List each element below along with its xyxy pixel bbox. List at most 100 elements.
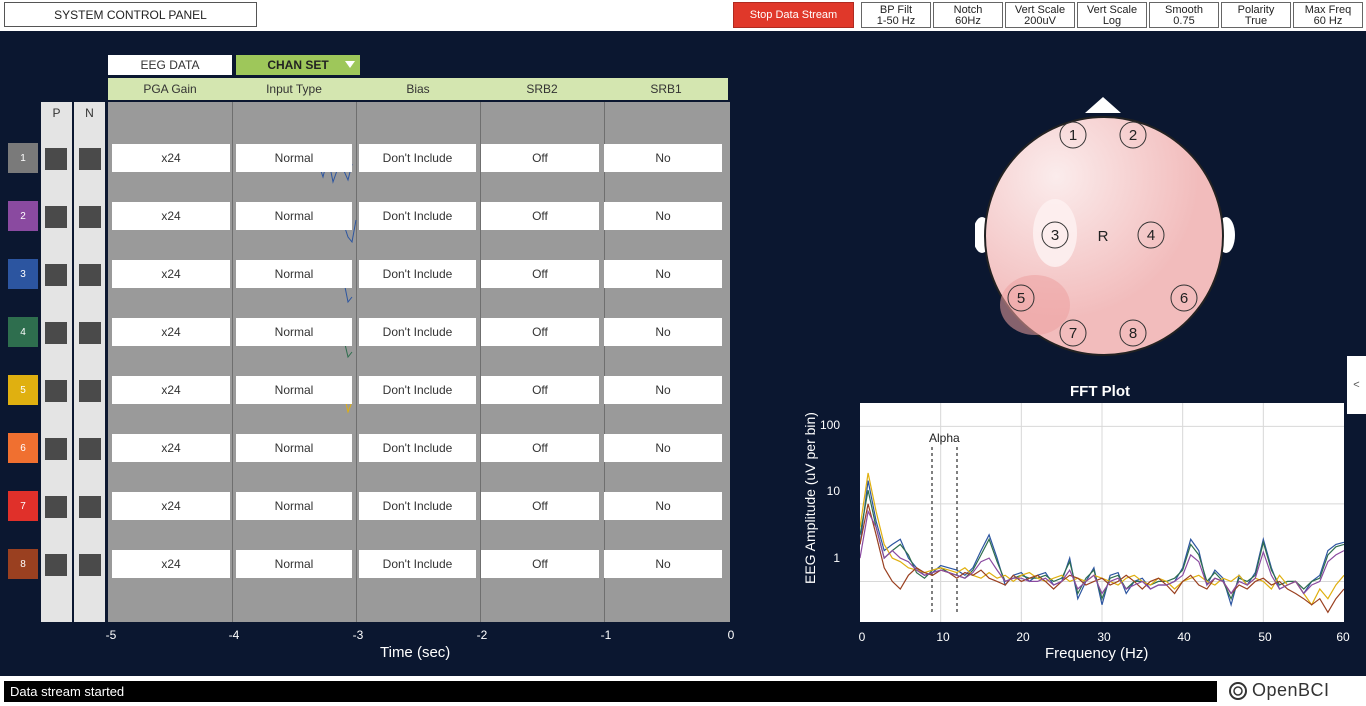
n-toggle[interactable] — [79, 438, 101, 460]
pga-gain-field[interactable]: x24 — [112, 434, 230, 462]
bp-filter-button[interactable]: BP Filt 1-50 Hz — [861, 2, 931, 28]
input-type-field[interactable]: Normal — [236, 434, 352, 462]
srb2-field[interactable]: Off — [481, 492, 599, 520]
electrode-label: 8 — [1129, 325, 1137, 342]
srb1-field[interactable]: No — [604, 318, 722, 346]
pga-gain-field[interactable]: x24 — [112, 144, 230, 172]
p-toggle[interactable] — [45, 206, 67, 228]
pga-gain-field[interactable]: x24 — [112, 318, 230, 346]
system-control-panel-button[interactable]: SYSTEM CONTROL PANEL — [4, 2, 257, 27]
bias-field[interactable]: Don't Include — [359, 144, 476, 172]
channel-number-button[interactable]: 7 — [8, 491, 38, 521]
channel-number-button[interactable]: 6 — [8, 433, 38, 463]
max-freq-button[interactable]: Max Freq 60 Hz — [1293, 2, 1363, 28]
n-toggle[interactable] — [79, 264, 101, 286]
n-toggle[interactable] — [79, 148, 101, 170]
srb1-field[interactable]: No — [604, 144, 722, 172]
n-toggle[interactable] — [79, 206, 101, 228]
heat-region — [1033, 199, 1077, 267]
input-type-field[interactable]: Normal — [236, 492, 352, 520]
srb1-field[interactable]: No — [604, 260, 722, 288]
electrode-label: 2 — [1129, 127, 1137, 144]
time-tick: -4 — [228, 628, 240, 642]
channel-number-button[interactable]: 5 — [8, 375, 38, 405]
input-type-field[interactable]: Normal — [236, 144, 352, 172]
bias-field[interactable]: Don't Include — [359, 550, 476, 578]
srb1-field[interactable]: No — [604, 550, 722, 578]
fft-series-line-1 — [859, 480, 1345, 607]
srb2-field[interactable]: Off — [481, 550, 599, 578]
max-freq-title: Max Freq — [1304, 4, 1352, 16]
p-toggle[interactable] — [45, 438, 67, 460]
pga-gain-field[interactable]: x24 — [112, 202, 230, 230]
srb1-field[interactable]: No — [604, 202, 722, 230]
polarity-button[interactable]: Polarity True — [1221, 2, 1291, 28]
vert-scale-button[interactable]: Vert Scale 200uV — [1005, 2, 1075, 28]
n-toggle[interactable] — [79, 322, 101, 344]
srb2-field[interactable]: Off — [481, 260, 599, 288]
stop-data-stream-button[interactable]: Stop Data Stream — [733, 2, 854, 28]
pga-gain-field[interactable]: x24 — [112, 492, 230, 520]
bias-field[interactable]: Don't Include — [359, 492, 476, 520]
bias-field[interactable]: Don't Include — [359, 202, 476, 230]
input-type-field[interactable]: Normal — [236, 260, 352, 288]
vert-scale-log-button[interactable]: Vert Scale Log — [1077, 2, 1147, 28]
tab-eeg-data[interactable]: EEG DATA — [108, 55, 232, 75]
time-tick: 0 — [727, 628, 735, 642]
collapse-panel-tab[interactable]: < — [1347, 356, 1366, 414]
smooth-button[interactable]: Smooth 0.75 — [1149, 2, 1219, 28]
srb2-field[interactable]: Off — [481, 318, 599, 346]
input-type-field[interactable]: Normal — [236, 202, 352, 230]
channel-number-button[interactable]: 8 — [8, 549, 38, 579]
channel-number-button[interactable]: 2 — [8, 201, 38, 231]
chevron-down-icon[interactable] — [345, 61, 355, 68]
eeg-traces — [317, 156, 357, 414]
input-type-field[interactable]: Normal — [236, 318, 352, 346]
bias-field[interactable]: Don't Include — [359, 260, 476, 288]
smooth-value: 0.75 — [1173, 15, 1195, 27]
input-type-field[interactable]: Normal — [236, 550, 352, 578]
heat-region — [1000, 275, 1070, 335]
p-toggle[interactable] — [45, 264, 67, 286]
p-toggle[interactable] — [45, 496, 67, 518]
n-toggle[interactable] — [79, 496, 101, 518]
srb1-field[interactable]: No — [604, 434, 722, 462]
pga-gain-field[interactable]: x24 — [112, 550, 230, 578]
reference-label: R — [1098, 228, 1109, 245]
channel-number-button[interactable]: 4 — [8, 317, 38, 347]
pga-gain-field[interactable]: x24 — [112, 376, 230, 404]
vert-scale-log-value: Log — [1102, 15, 1122, 27]
header-srb2: SRB2 — [526, 82, 558, 96]
bias-field[interactable]: Don't Include — [359, 318, 476, 346]
p-toggle[interactable] — [45, 380, 67, 402]
pga-gain-field[interactable]: x24 — [112, 260, 230, 288]
srb2-field[interactable]: Off — [481, 202, 599, 230]
time-tick: -5 — [105, 628, 117, 642]
srb2-field[interactable]: Off — [481, 434, 599, 462]
srb1-field[interactable]: No — [604, 492, 722, 520]
electrode-7 — [1059, 319, 1087, 347]
bias-field[interactable]: Don't Include — [359, 376, 476, 404]
srb2-field[interactable]: Off — [481, 144, 599, 172]
time-tick: -2 — [476, 628, 488, 642]
notch-button[interactable]: Notch 60Hz — [933, 2, 1003, 28]
p-toggle[interactable] — [45, 554, 67, 576]
header-bias: Bias — [406, 82, 430, 96]
srb2-field[interactable]: Off — [481, 376, 599, 404]
time-axis-label: Time (sec) — [380, 644, 451, 661]
tab-chan-set[interactable]: CHAN SET — [236, 55, 360, 75]
openbci-logo-icon — [1229, 681, 1247, 700]
channel-number-button[interactable]: 1 — [8, 143, 38, 173]
srb1-field[interactable]: No — [604, 376, 722, 404]
bias-field[interactable]: Don't Include — [359, 434, 476, 462]
n-toggle[interactable] — [79, 380, 101, 402]
fft-x-tick: 0 — [858, 630, 866, 644]
fft-y-tick: 10 — [826, 484, 840, 498]
input-type-field[interactable]: Normal — [236, 376, 352, 404]
n-toggle[interactable] — [79, 554, 101, 576]
electrode-label: 7 — [1069, 325, 1077, 342]
p-toggle[interactable] — [45, 148, 67, 170]
channel-number-button[interactable]: 3 — [8, 259, 38, 289]
p-toggle[interactable] — [45, 322, 67, 344]
electrode-label: 1 — [1069, 127, 1077, 144]
